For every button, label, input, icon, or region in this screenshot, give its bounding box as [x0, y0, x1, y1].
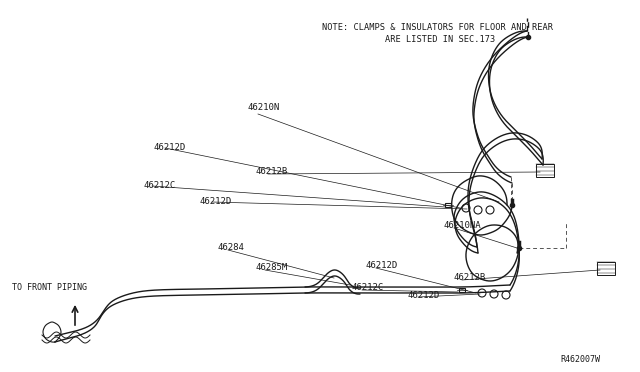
Text: TO FRONT PIPING: TO FRONT PIPING [12, 283, 87, 292]
Text: 46212C: 46212C [143, 182, 175, 190]
Text: 46285M: 46285M [256, 263, 288, 273]
Text: 46212B: 46212B [256, 167, 288, 176]
Text: 46210N: 46210N [248, 103, 280, 112]
Bar [445, 203, 451, 207]
Text: 46212B: 46212B [453, 273, 485, 282]
Bar [536, 164, 554, 176]
Bar [459, 288, 465, 292]
Text: 46212D: 46212D [408, 292, 440, 301]
Text: 46212D: 46212D [366, 262, 398, 270]
Text: NOTE: CLAMPS & INSULATORS FOR FLOOR AND REAR: NOTE: CLAMPS & INSULATORS FOR FLOOR AND … [322, 23, 553, 32]
Text: 46212C: 46212C [352, 283, 384, 292]
Text: 46284: 46284 [218, 244, 245, 253]
Text: ARE LISTED IN SEC.173: ARE LISTED IN SEC.173 [322, 35, 495, 45]
Text: 46212D: 46212D [154, 144, 186, 153]
Text: R462007W: R462007W [560, 356, 600, 365]
Text: 46212D: 46212D [200, 198, 232, 206]
Text: 46210NA: 46210NA [444, 221, 482, 231]
Bar [597, 262, 615, 275]
